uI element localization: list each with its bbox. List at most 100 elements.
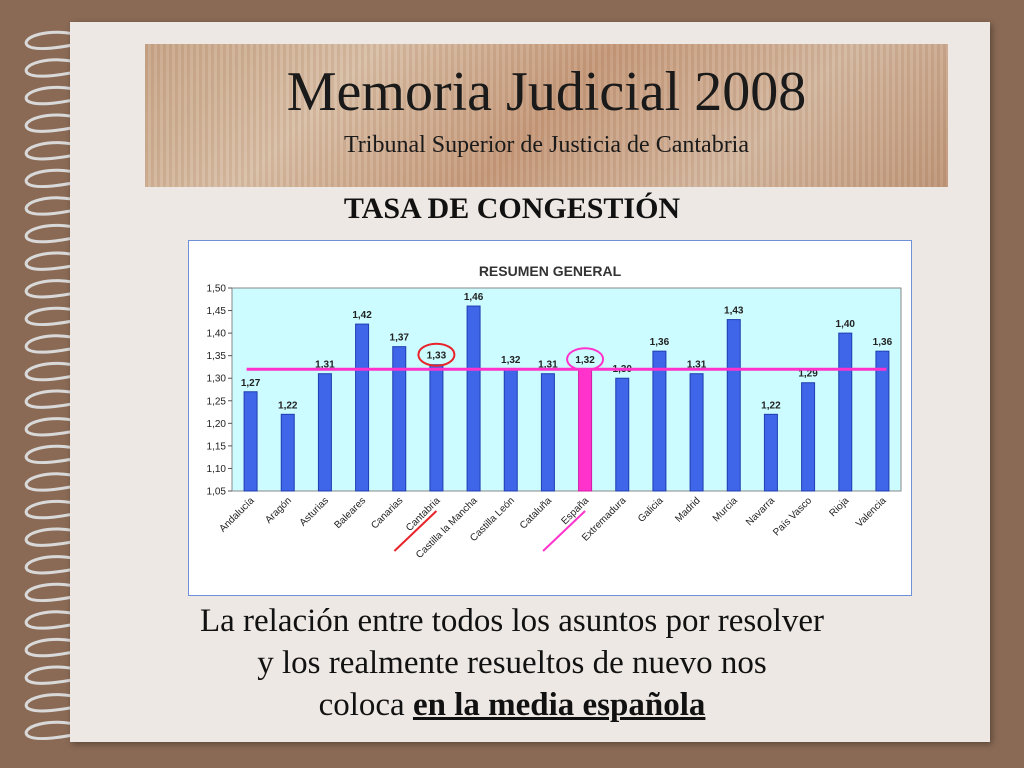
- y-tick-label: 1,35: [207, 351, 227, 362]
- spiral-ring: [24, 334, 87, 354]
- spiral-ring: [24, 472, 87, 492]
- caption-emphasis: en la media española: [412, 687, 706, 723]
- x-tick-label-3: Baleares: [333, 495, 369, 531]
- caption-line-3: coloca en la media española: [0, 684, 1024, 726]
- bar-6: [466, 305, 481, 492]
- bar-4: [392, 346, 407, 492]
- spiral-ring: [24, 279, 87, 299]
- data-label-13: 1,43: [724, 306, 744, 317]
- spiral-ring: [24, 168, 87, 188]
- x-tick-label-0: Andalucía: [217, 495, 257, 535]
- data-label-2: 1,31: [315, 360, 335, 371]
- bar-9: [578, 368, 593, 492]
- underline-5: [393, 510, 438, 552]
- bar-5: [429, 364, 444, 492]
- x-tick-label-13: Murcia: [711, 495, 740, 524]
- y-tick-label: 1,15: [207, 441, 227, 452]
- bar-0: [243, 391, 258, 492]
- y-tick-label: 1,20: [207, 419, 227, 430]
- spiral-ring: [24, 362, 87, 382]
- y-tick-label: 1,10: [207, 464, 227, 475]
- bar-chart: RESUMEN GENERAL 1,05 1,10 1,15 1,20 1,25 1,30 1…: [207, 263, 902, 561]
- caption-line-1: La relación entre todos los asuntos por …: [199, 603, 825, 639]
- bar-16: [838, 332, 853, 492]
- data-label-14: 1,22: [761, 400, 781, 411]
- y-tick-label: 1,50: [207, 284, 227, 295]
- spiral-ring: [24, 30, 87, 50]
- data-label-11: 1,36: [650, 337, 670, 348]
- x-tick-label-5: Cantabria: [404, 495, 443, 534]
- data-label-0: 1,27: [241, 378, 261, 389]
- data-label-12: 1,31: [687, 360, 707, 371]
- x-tick-label-16: Rioja: [827, 495, 851, 519]
- spiral-ring: [24, 527, 87, 547]
- header-banner: Memoria Judicial 2008 Tribunal Superior …: [145, 44, 948, 187]
- spiral-ring: [24, 417, 87, 437]
- data-label-8: 1,31: [538, 360, 558, 371]
- y-tick-label: 1,25: [207, 396, 227, 407]
- bar-13: [726, 319, 741, 492]
- bar-7: [503, 368, 518, 492]
- data-label-4: 1,37: [390, 333, 410, 344]
- spiral-ring: [24, 693, 87, 713]
- x-tick-label-11: Galicia: [636, 495, 666, 525]
- spiral-ring: [24, 251, 87, 271]
- spiral-ring: [24, 86, 87, 106]
- bar-11: [652, 350, 667, 492]
- x-tick-label-1: Aragón: [263, 495, 294, 526]
- y-tick-label: 1,30: [207, 374, 227, 385]
- x-tick-label-17: Valencia: [854, 495, 889, 530]
- caption: La relación entre todos los asuntos por …: [0, 600, 1024, 726]
- spiral-ring: [24, 638, 87, 658]
- data-label-7: 1,32: [501, 355, 521, 366]
- x-tick-label-2: Asturias: [298, 495, 331, 528]
- data-label-17: 1,36: [873, 337, 893, 348]
- x-tick-label-9: España: [559, 495, 591, 527]
- spiral-ring: [24, 720, 87, 740]
- highlight-circle-9: [566, 347, 605, 372]
- bar-15: [801, 382, 816, 492]
- chart-container: RESUMEN GENERAL 1,05 1,10 1,15 1,20 1,25 1,30 1…: [188, 240, 912, 596]
- bar-14: [763, 413, 778, 492]
- spiral-ring: [24, 444, 87, 464]
- y-tick-label: 1,05: [207, 487, 227, 498]
- y-tick-label: 1,45: [207, 306, 227, 317]
- data-label-1: 1,22: [278, 400, 298, 411]
- spiral-ring: [24, 196, 87, 216]
- x-tick-label-12: Madrid: [673, 495, 702, 524]
- spiral-ring: [24, 389, 87, 409]
- caption-line-2: y los realmente resueltos de nuevo nos: [257, 645, 767, 681]
- data-label-6: 1,46: [464, 292, 484, 303]
- data-label-16: 1,40: [836, 319, 856, 330]
- spiral-ring: [24, 582, 87, 602]
- section-title: TASA DE CONGESTIÓN: [343, 192, 681, 225]
- data-label-9: 1,32: [575, 355, 595, 366]
- spiral-ring: [24, 306, 87, 326]
- page-subtitle: Tribunal Superior de Justicia de Cantabr…: [343, 132, 750, 158]
- x-tick-label-8: Cataluña: [518, 495, 554, 531]
- underline-9: [542, 510, 586, 552]
- bar-1: [280, 413, 295, 492]
- banner-texture: [145, 44, 948, 187]
- data-label-3: 1,42: [352, 310, 372, 321]
- bar-3: [355, 323, 370, 492]
- spiral-ring: [24, 500, 87, 520]
- data-label-15: 1,29: [798, 369, 818, 380]
- caption-line-3-prefix: coloca: [318, 687, 413, 723]
- spiral-ring: [24, 141, 87, 161]
- bar-12: [689, 373, 704, 492]
- spiral-ring: [24, 58, 87, 78]
- bar-8: [540, 373, 555, 492]
- spiral-ring: [24, 665, 87, 685]
- bar-2: [317, 373, 332, 492]
- bar-17: [875, 350, 890, 492]
- plot-area: [231, 287, 902, 492]
- spiral-ring: [24, 610, 87, 630]
- spiral-ring: [24, 224, 87, 244]
- highlight-circle-5: [417, 342, 456, 367]
- page-title: Memoria Judicial 2008: [286, 61, 807, 123]
- x-tick-label-15: País Vasco: [771, 495, 814, 538]
- chart-title: RESUMEN GENERAL: [479, 263, 622, 279]
- x-tick-label-14: Navarra: [744, 495, 777, 528]
- y-tick-label: 1,40: [207, 329, 227, 340]
